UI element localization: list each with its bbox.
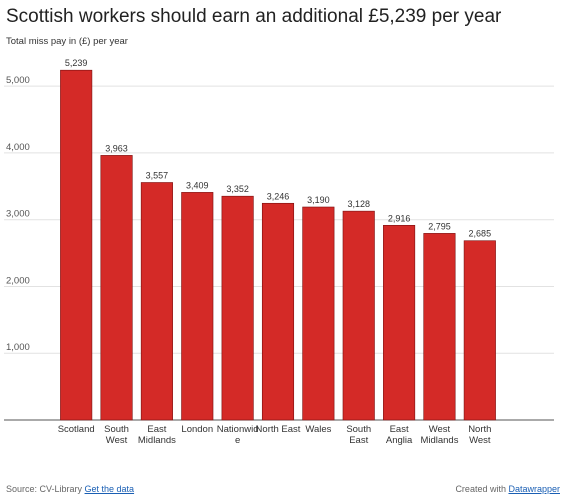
x-category-label: East Midlands [138,424,176,446]
x-category-label: North East [256,424,301,435]
y-tick-label: 2,000 [6,275,30,286]
bar-value-label: 3,246 [267,191,290,201]
bar-value-label: 3,190 [307,195,330,205]
credit-text: Created with [455,484,509,494]
datawrapper-link[interactable]: Datawrapper [508,484,560,494]
bar [342,210,375,421]
y-tick-label: 3,000 [6,209,30,220]
bar [383,224,416,421]
bar [463,240,496,421]
bar [302,206,335,421]
source-note: Source: CV-Library Get the data [6,484,134,494]
y-tick-label: 1,000 [6,342,30,353]
x-category-label: Nationwid e [217,424,259,446]
bar [221,195,254,421]
bar [140,182,173,421]
bar [423,233,456,421]
x-category-label: South East [346,424,371,446]
bar-value-label: 3,409 [186,180,209,190]
credit-note: Created with Datawrapper [455,484,560,494]
bar-value-label: 3,963 [105,143,128,153]
chart-subtitle: Total miss pay in (£) per year [6,36,128,47]
get-the-data-link[interactable]: Get the data [84,484,135,494]
bar-value-label: 2,795 [428,221,451,231]
bar-value-label: 2,685 [469,229,492,239]
x-category-label: East Anglia [386,424,413,446]
chart-title: Scottish workers should earn an addition… [6,6,502,27]
bar-value-label: 3,352 [226,184,249,194]
x-category-label: Wales [305,424,331,435]
bar-value-label: 3,557 [146,170,169,180]
bar-chart: 1,000 2,000 3,000 4,000 5,000 5,239 Scotland 3,… [4,58,554,446]
bar [100,155,133,421]
bar-layer [60,69,496,421]
x-category-label: West Midlands [420,424,458,446]
bar-value-label: 5,239 [65,58,88,68]
y-tick-label: 4,000 [6,142,30,153]
x-category-label: London [181,424,213,435]
bar [261,202,295,421]
bar [60,69,93,421]
bar [181,192,214,421]
bar-value-label: 3,128 [347,199,370,209]
label-layer: 1,000 2,000 3,000 4,000 5,000 5,239 Scotland 3,… [6,58,491,446]
source-text: Source: CV-Library [6,484,85,494]
x-category-label: South West [104,424,129,446]
y-tick-label: 5,000 [6,75,30,86]
bar-value-label: 2,916 [388,213,411,223]
x-category-label: Scotland [58,424,95,435]
x-category-label: North West [468,424,491,446]
